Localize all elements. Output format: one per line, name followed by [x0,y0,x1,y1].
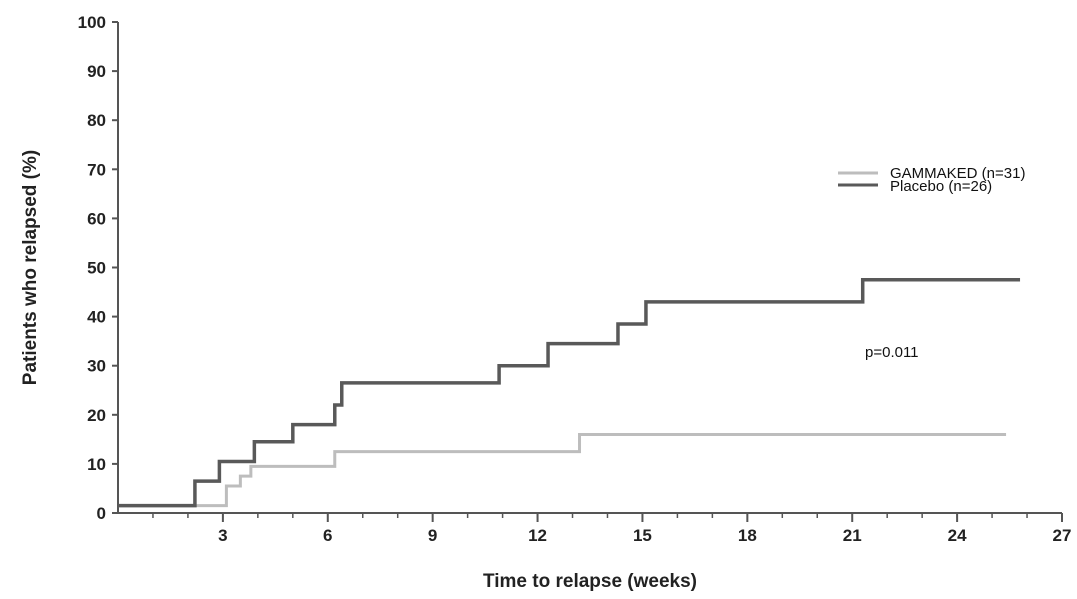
legend: GAMMAKED (n=31) Placebo (n=26) [838,165,1025,195]
x-tick-label: 9 [428,526,437,545]
p-value-annotation: p=0.011 [865,344,919,361]
legend-label-gammaked: GAMMAKED (n=31) [890,165,1025,182]
axes [117,22,1062,514]
ticks: 0 10 20 30 40 50 60 70 80 90 100 3 6 9 12 15 18 21 24 27 [78,13,1072,545]
y-tick-label: 60 [87,209,106,228]
x-tick-label: 27 [1053,526,1072,545]
y-tick-label: 40 [87,308,106,327]
x-tick-label: 15 [633,526,652,545]
series-line-gammaked [118,432,1007,508]
y-axis-title: Patients who relapsed (%) [20,150,41,385]
y-tick-label: 30 [87,357,106,376]
x-tick-label: 24 [948,526,967,545]
y-tick-label: 100 [78,13,106,32]
legend-label-placebo: Placebo (n=26) [890,178,992,195]
x-tick-label: 6 [323,526,332,545]
y-tick-label: 90 [87,62,106,81]
x-tick-label: 12 [528,526,547,545]
y-tick-label: 70 [87,160,106,179]
x-axis-title: Time to relapse (weeks) [483,571,697,592]
y-tick-label: 20 [87,406,106,425]
y-tick-label: 0 [97,504,106,523]
series-line-placebo [118,278,1021,508]
y-tick-label: 50 [87,259,106,278]
y-tick-label: 10 [87,455,106,474]
series-layer [118,278,1021,508]
x-tick-label: 18 [738,526,757,545]
x-tick-label: 21 [843,526,862,545]
y-tick-label: 80 [87,111,106,130]
x-tick-label: 3 [218,526,227,545]
